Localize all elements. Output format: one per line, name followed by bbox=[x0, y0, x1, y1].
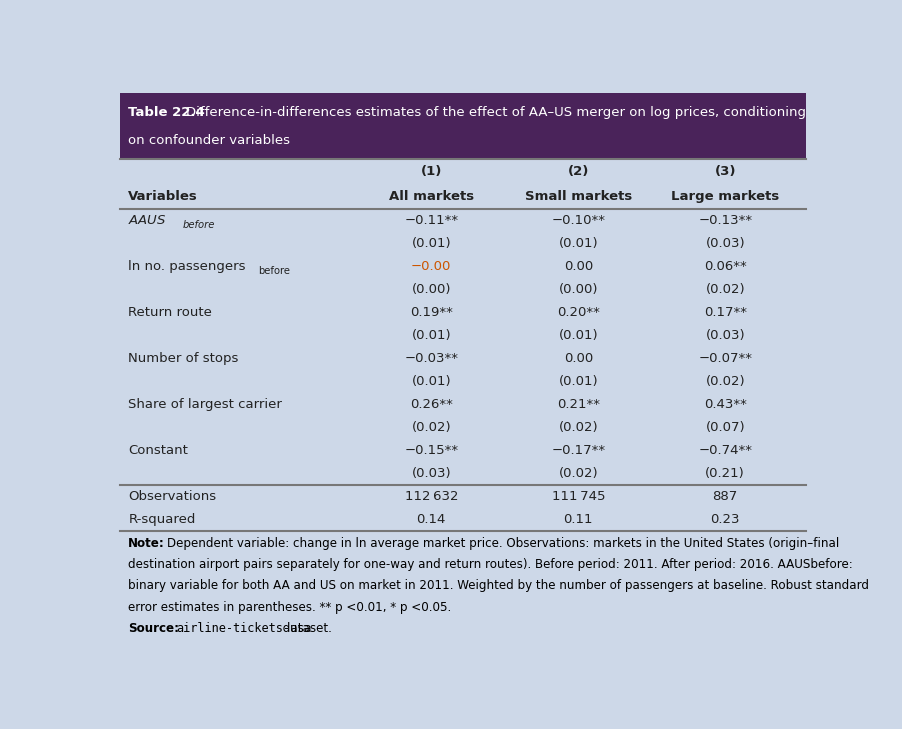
Text: on confounder variables: on confounder variables bbox=[128, 134, 290, 147]
Text: 0.14: 0.14 bbox=[416, 513, 446, 526]
Text: −0.17**: −0.17** bbox=[550, 444, 604, 457]
Text: (0.01): (0.01) bbox=[557, 329, 597, 342]
Text: dataset.: dataset. bbox=[279, 622, 332, 635]
Text: 0.00: 0.00 bbox=[563, 352, 593, 364]
Text: (0.01): (0.01) bbox=[411, 329, 451, 342]
Bar bbox=[120, 93, 805, 160]
Text: (0.03): (0.03) bbox=[704, 329, 744, 342]
Text: 0.20**: 0.20** bbox=[557, 305, 599, 319]
Text: Return route: Return route bbox=[128, 305, 212, 319]
Text: −0.00: −0.00 bbox=[410, 260, 451, 273]
Text: 0.19**: 0.19** bbox=[410, 305, 452, 319]
Text: 0.23: 0.23 bbox=[710, 513, 739, 526]
Text: Table 22.4: Table 22.4 bbox=[128, 106, 205, 120]
Text: −0.74**: −0.74** bbox=[697, 444, 751, 457]
Text: Source:: Source: bbox=[128, 622, 179, 635]
Text: before: before bbox=[182, 219, 215, 230]
Text: (0.01): (0.01) bbox=[411, 375, 451, 388]
Text: 0.26**: 0.26** bbox=[410, 398, 452, 411]
Text: (3): (3) bbox=[713, 165, 735, 178]
Text: (0.21): (0.21) bbox=[704, 467, 744, 480]
Text: Share of largest carrier: Share of largest carrier bbox=[128, 398, 281, 411]
Text: (0.03): (0.03) bbox=[411, 467, 451, 480]
Text: (0.07): (0.07) bbox=[704, 421, 744, 434]
Text: 0.00: 0.00 bbox=[563, 260, 593, 273]
Text: −0.13**: −0.13** bbox=[697, 214, 751, 227]
Text: −0.07**: −0.07** bbox=[697, 352, 751, 364]
Text: (0.03): (0.03) bbox=[704, 237, 744, 250]
Text: Dependent variable: change in ln average market price. Observations: markets in : Dependent variable: change in ln average… bbox=[167, 537, 839, 550]
Text: Large markets: Large markets bbox=[670, 190, 778, 203]
Text: 112 632: 112 632 bbox=[404, 490, 457, 503]
Text: R-squared: R-squared bbox=[128, 513, 196, 526]
Text: 0.06**: 0.06** bbox=[703, 260, 746, 273]
Text: Difference-in-differences estimates of the effect of AA–US merger on log prices,: Difference-in-differences estimates of t… bbox=[186, 106, 805, 120]
Text: ln no. passengers: ln no. passengers bbox=[128, 260, 245, 273]
Text: (0.00): (0.00) bbox=[411, 283, 450, 296]
Text: 0.21**: 0.21** bbox=[557, 398, 599, 411]
Text: (0.01): (0.01) bbox=[557, 375, 597, 388]
Text: 0.43**: 0.43** bbox=[703, 398, 746, 411]
Text: (0.02): (0.02) bbox=[411, 421, 451, 434]
Text: Constant: Constant bbox=[128, 444, 188, 457]
Text: (0.00): (0.00) bbox=[558, 283, 597, 296]
Text: (0.01): (0.01) bbox=[557, 237, 597, 250]
Text: (1): (1) bbox=[420, 165, 441, 178]
Text: −0.11**: −0.11** bbox=[404, 214, 458, 227]
Text: Observations: Observations bbox=[128, 490, 216, 503]
Text: (0.02): (0.02) bbox=[704, 375, 744, 388]
Text: (2): (2) bbox=[567, 165, 588, 178]
Text: airline-tickets-usa: airline-tickets-usa bbox=[176, 622, 311, 635]
Text: (0.02): (0.02) bbox=[557, 467, 597, 480]
Text: 887: 887 bbox=[712, 490, 737, 503]
Text: −0.03**: −0.03** bbox=[404, 352, 458, 364]
Text: Variables: Variables bbox=[128, 190, 198, 203]
Text: destination airport pairs separately for one-way and return routes). Before peri: destination airport pairs separately for… bbox=[128, 558, 852, 571]
Text: Small markets: Small markets bbox=[524, 190, 631, 203]
Text: −0.10**: −0.10** bbox=[550, 214, 604, 227]
Text: 0.11: 0.11 bbox=[563, 513, 593, 526]
Text: error estimates in parentheses. ** p <0.01, * p <0.05.: error estimates in parentheses. ** p <0.… bbox=[128, 601, 451, 614]
Text: All markets: All markets bbox=[388, 190, 474, 203]
Text: before: before bbox=[257, 266, 290, 276]
Text: 111 745: 111 745 bbox=[551, 490, 604, 503]
Text: 0.17**: 0.17** bbox=[703, 305, 746, 319]
Text: Number of stops: Number of stops bbox=[128, 352, 238, 364]
Text: (0.02): (0.02) bbox=[557, 421, 597, 434]
Text: $\mathit{AAUS}$: $\mathit{AAUS}$ bbox=[128, 214, 167, 227]
Text: (0.01): (0.01) bbox=[411, 237, 451, 250]
Text: −0.15**: −0.15** bbox=[404, 444, 458, 457]
Text: (0.02): (0.02) bbox=[704, 283, 744, 296]
Text: binary variable for both AA and US on market in 2011. Weighted by the number of : binary variable for both AA and US on ma… bbox=[128, 580, 869, 592]
Text: Note:: Note: bbox=[128, 537, 165, 550]
